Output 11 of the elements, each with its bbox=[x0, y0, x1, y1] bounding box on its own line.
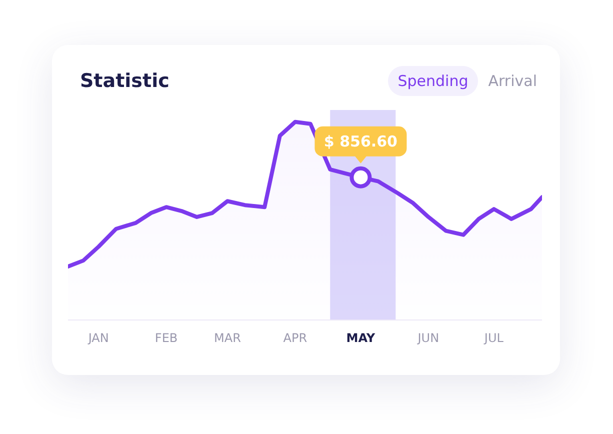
text: Spending bbox=[388, 66, 478, 96]
x-tick-label: JUL bbox=[483, 331, 504, 345]
x-tick-label: MAR bbox=[214, 331, 241, 345]
x-tick-label: JAN bbox=[87, 331, 109, 345]
x-tick-label: APR bbox=[283, 331, 308, 345]
x-tick-label: MAY bbox=[346, 331, 376, 345]
x-tick-label: JUN bbox=[416, 331, 440, 345]
x-tick-label: FEB bbox=[154, 331, 178, 345]
chart-title: Statistic bbox=[80, 70, 170, 92]
annotation: $ 856.60 bbox=[324, 132, 398, 150]
text: Arrival bbox=[487, 71, 538, 92]
